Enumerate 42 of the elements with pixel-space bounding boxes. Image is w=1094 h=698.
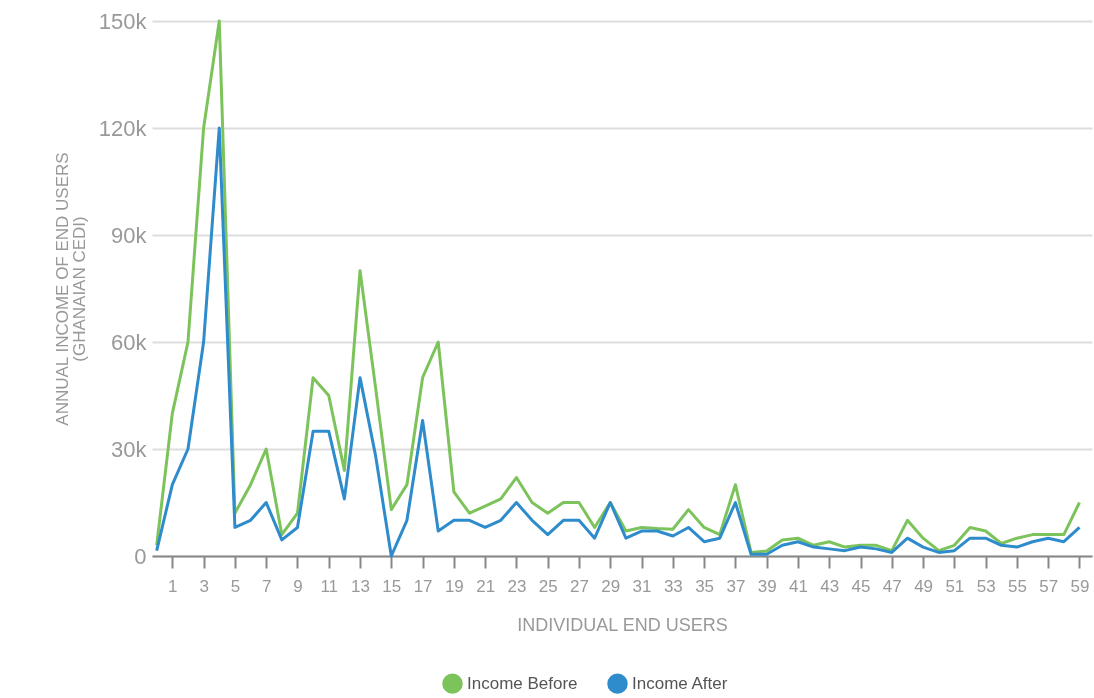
x-tick-label: 13 — [351, 576, 370, 596]
y-tick-label: 0 — [134, 543, 147, 569]
x-tick-label: 25 — [538, 576, 558, 596]
x-tick-label: 39 — [757, 576, 777, 596]
x-tick-label: 23 — [507, 576, 527, 596]
x-tick-label: 49 — [914, 576, 934, 596]
y-tick-label: 60k — [111, 329, 148, 355]
x-tick-label: 3 — [199, 576, 209, 596]
x-tick-label: 57 — [1039, 576, 1059, 596]
x-tick-label: 47 — [882, 576, 902, 596]
x-tick-label: 33 — [663, 576, 683, 596]
x-tick-label: 37 — [726, 576, 746, 596]
x-tick-label: 7 — [261, 576, 272, 596]
line-series — [155, 126, 1081, 558]
x-tick-label: 27 — [570, 576, 589, 596]
x-axis-title: INDIVIDUAL END USERS — [517, 614, 728, 635]
x-tick-label: 11 — [320, 576, 339, 596]
x-tick-label: 43 — [820, 576, 840, 596]
x-tick-label: 5 — [230, 576, 241, 596]
x-tick-label: 1 — [168, 576, 178, 596]
x-tick-label: 19 — [444, 576, 464, 596]
x-tick-label: 59 — [1070, 576, 1090, 596]
x-tick-label: 31 — [632, 576, 652, 596]
x-tick-label: 9 — [293, 576, 303, 596]
y-tick-label: 150k — [98, 8, 148, 34]
line-series — [155, 19, 1081, 554]
x-tick-label: 53 — [976, 576, 996, 596]
y-tick-label: 90k — [111, 222, 148, 248]
x-tick-label: 35 — [695, 576, 715, 596]
legend-label: Income After — [632, 673, 728, 693]
x-tick-label: 21 — [476, 576, 496, 596]
x-tick-label: 55 — [1007, 576, 1027, 596]
x-tick-label: 29 — [601, 576, 621, 596]
x-tick-label: 41 — [789, 576, 808, 596]
legend-label: Income Before — [467, 673, 578, 693]
x-tick-label: 15 — [382, 576, 402, 596]
x-tick-label: 51 — [945, 576, 965, 596]
x-tick-label: 45 — [851, 576, 871, 596]
y-tick-label: 30k — [111, 436, 148, 462]
y-axis-title: ANNUAL INCOME OF END USERS (GHANAIAN CEDI) — [52, 152, 89, 426]
y-tick-label: 120k — [98, 115, 148, 141]
x-tick-label: 17 — [413, 576, 433, 596]
